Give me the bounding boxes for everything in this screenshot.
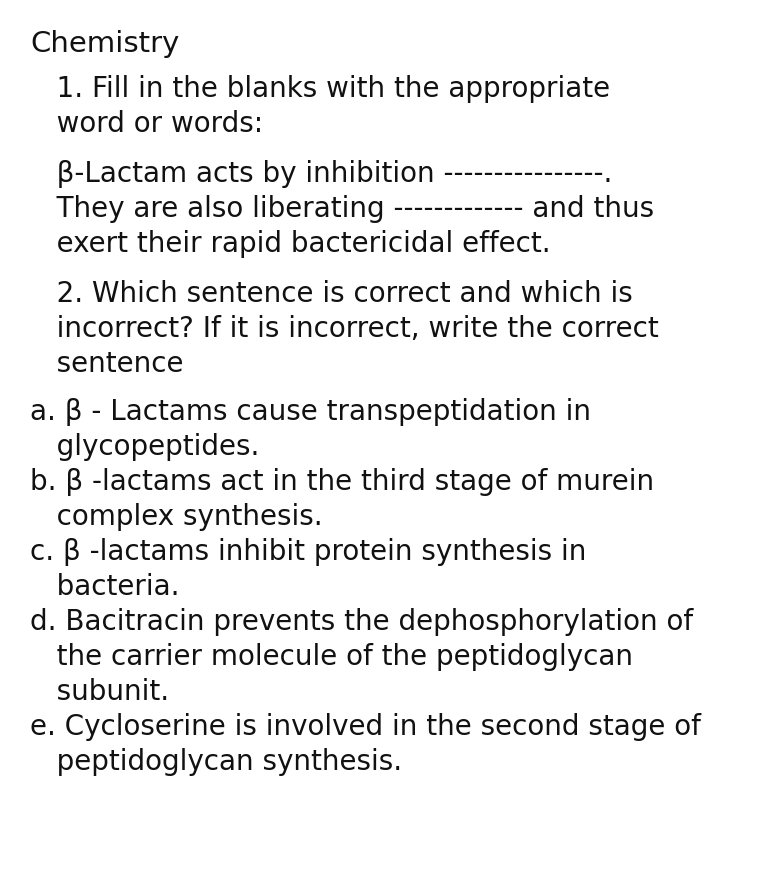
Text: subunit.: subunit. (30, 678, 169, 706)
Text: word or words:: word or words: (30, 110, 263, 138)
Text: 1. Fill in the blanks with the appropriate: 1. Fill in the blanks with the appropria… (30, 75, 610, 103)
Text: They are also liberating ------------- and thus: They are also liberating ------------- a… (30, 195, 654, 223)
Text: incorrect? If it is incorrect, write the correct: incorrect? If it is incorrect, write the… (30, 315, 659, 343)
Text: β-Lactam acts by inhibition ----------------.: β-Lactam acts by inhibition ------------… (30, 160, 612, 188)
Text: peptidoglycan synthesis.: peptidoglycan synthesis. (30, 748, 402, 776)
Text: bacteria.: bacteria. (30, 573, 179, 601)
Text: b. β -lactams act in the third stage of murein: b. β -lactams act in the third stage of … (30, 468, 654, 496)
Text: glycopeptides.: glycopeptides. (30, 433, 259, 461)
Text: e. Cycloserine is involved in the second stage of: e. Cycloserine is involved in the second… (30, 713, 701, 741)
Text: c. β -lactams inhibit protein synthesis in: c. β -lactams inhibit protein synthesis … (30, 538, 587, 566)
Text: the carrier molecule of the peptidoglycan: the carrier molecule of the peptidoglyca… (30, 643, 633, 671)
Text: complex synthesis.: complex synthesis. (30, 503, 323, 531)
Text: a. β - Lactams cause transpeptidation in: a. β - Lactams cause transpeptidation in (30, 398, 591, 426)
Text: Chemistry: Chemistry (30, 30, 179, 58)
Text: d. Bacitracin prevents the dephosphorylation of: d. Bacitracin prevents the dephosphoryla… (30, 608, 693, 636)
Text: sentence: sentence (30, 350, 183, 378)
Text: 2. Which sentence is correct and which is: 2. Which sentence is correct and which i… (30, 280, 633, 308)
Text: exert their rapid bactericidal effect.: exert their rapid bactericidal effect. (30, 230, 551, 258)
